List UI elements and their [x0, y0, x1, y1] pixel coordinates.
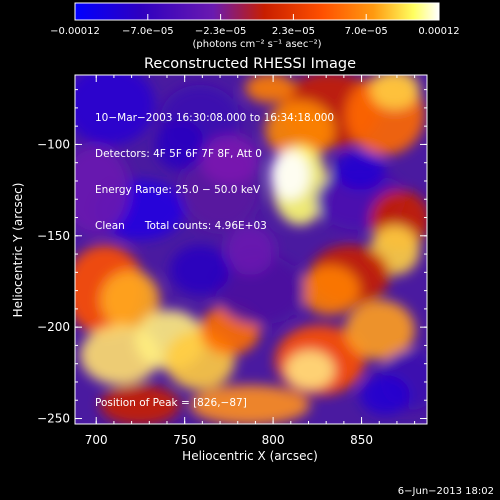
x-axis-label: Heliocentric X (arcsec) [182, 449, 318, 463]
colorbar-tick-label: 2.3e−05 [272, 26, 315, 37]
heatmap-blob [245, 75, 295, 103]
colorbar-tick-label: −0.00012 [50, 26, 100, 37]
heatmap-blob [265, 100, 335, 160]
info-energy-range: Energy Range: 25.0 − 50.0 keV [95, 184, 261, 196]
heatmap-blob [75, 145, 130, 235]
x-tick-label: 850 [350, 433, 373, 447]
heatmap-blob [345, 300, 415, 360]
heatmap-image [75, 75, 427, 424]
heatmap-blob [360, 375, 410, 415]
info-total-counts: Clean Total counts: 4.96E+03 [95, 220, 267, 232]
axis-ticks: 700 750 800 850 −100 −150 −200 −250 [37, 75, 427, 447]
colorbar-tick-label: 7.0e−05 [345, 26, 388, 37]
heatmap-blob [215, 255, 305, 325]
colorbar-gradient [74, 2, 440, 21]
colorbar-ticks: −0.00012 −7.0e−05 −2.3e−05 2.3e−05 7.0e−05 0.… [50, 14, 460, 50]
observation-info: 10−Mar−2003 16:30:08.000 to 16:34:18.000… [95, 88, 334, 244]
y-tick-label: −100 [37, 137, 70, 151]
heatmap-blob [190, 385, 310, 424]
x-tick-label: 750 [173, 433, 196, 447]
heatmap-blob [335, 150, 385, 190]
heatmap-blob [200, 135, 260, 185]
colorbar: −0.00012 −7.0e−05 −2.3e−05 2.3e−05 7.0e−05 0.… [50, 2, 460, 50]
heatmap-blob [225, 225, 275, 275]
heatmap-blob [370, 75, 420, 110]
footer-date: 6−Jun−2013 18:02 [397, 486, 494, 497]
heatmap-blob [170, 245, 230, 295]
colorbar-unit-label: (photons cm⁻² s⁻¹ asec⁻²) [192, 39, 321, 50]
x-tick-label: 700 [85, 433, 108, 447]
info-detectors: Detectors: 4F 5F 6F 7F 8F, Att 0 [95, 148, 262, 160]
colorbar-tick-label: −2.3e−05 [195, 26, 247, 37]
heatmap-blob [100, 385, 180, 424]
heatmap-blob [270, 150, 310, 200]
colorbar-tick-label: −7.0e−05 [122, 26, 174, 37]
plot-frame [74, 74, 428, 425]
y-tick-label: −250 [37, 412, 70, 426]
x-tick-label: 800 [262, 433, 285, 447]
y-tick-label: −150 [37, 229, 70, 243]
heatmap-blob [300, 265, 360, 315]
heatmap-blob [285, 350, 335, 390]
colorbar-tick-label: 0.00012 [418, 26, 459, 37]
y-axis-label: Heliocentric Y (arcsec) [11, 183, 25, 318]
chart-title: Reconstructed RHESSI Image [144, 56, 356, 72]
heatmap-blob [75, 75, 155, 145]
y-tick-label: −200 [37, 320, 70, 334]
info-time-range: 10−Mar−2003 16:30:08.000 to 16:34:18.000 [95, 112, 335, 124]
peak-position-label: Position of Peak = [826,−87] [95, 397, 247, 409]
heatmap-blob [155, 120, 205, 170]
heatmap-blob [100, 270, 160, 330]
